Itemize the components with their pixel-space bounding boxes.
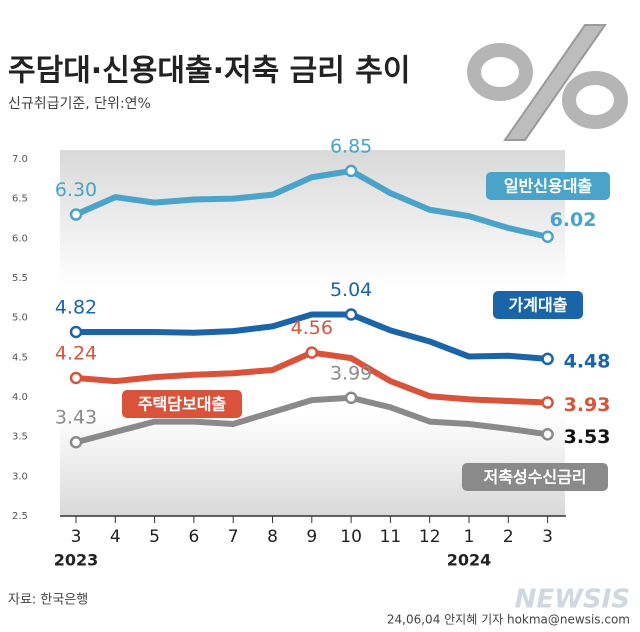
- point: [541, 396, 554, 409]
- legend-label: 가계대출: [509, 296, 568, 315]
- y-tick-label: 4.5: [12, 352, 28, 363]
- source: 자료: 한국은행: [8, 592, 88, 608]
- y-tick-label: 6.5: [12, 194, 28, 205]
- y-tick-label: 2.5: [12, 511, 28, 522]
- y-tick-label: 3.5: [12, 432, 28, 443]
- x-tick-label: 11: [380, 527, 402, 547]
- point: [344, 391, 358, 405]
- value-label: 4.82: [55, 296, 97, 318]
- value-label: 3.53: [564, 426, 611, 448]
- point: [305, 346, 319, 359]
- year-label: 2024: [447, 551, 492, 570]
- x-tick-label: 8: [267, 527, 278, 547]
- value-label: 6.30: [55, 179, 97, 201]
- x-tick-label: 7: [228, 527, 239, 547]
- series-label-box: [493, 291, 583, 319]
- subtitle: 신규취급기준, 단위:연%: [8, 96, 151, 112]
- series-label-box: [462, 463, 608, 491]
- point: [541, 428, 554, 441]
- value-label: 3.93: [564, 394, 611, 416]
- x-tick-label: 2: [503, 527, 514, 547]
- legend-label: 일반신용대출: [504, 177, 593, 196]
- x-tick-label: 12: [419, 527, 441, 547]
- series-line: [76, 311, 548, 362]
- x-tick-label: 10: [340, 527, 362, 547]
- y-tick-label: 7.0: [12, 154, 28, 165]
- point: [69, 208, 83, 221]
- value-label: 4.24: [55, 342, 97, 364]
- logo: NEWSIS: [515, 585, 630, 615]
- x-tick-label: 5: [149, 527, 160, 547]
- value-label: 6.02: [550, 209, 597, 231]
- point: [344, 308, 358, 321]
- series-line: [74, 167, 549, 240]
- x-tick-label: 3: [542, 527, 553, 547]
- y-tick-label: 4.0: [12, 392, 28, 403]
- point: [69, 371, 83, 385]
- series-label-box: [122, 390, 242, 418]
- value-label: 3.43: [55, 407, 97, 429]
- value-label: 4.56: [291, 317, 333, 339]
- point: [69, 435, 83, 449]
- title: 주담대·신용대출·저축 금리 추이: [8, 54, 410, 89]
- y-tick-label: 5.0: [12, 313, 28, 324]
- y-tick-label: 5.5: [12, 273, 28, 284]
- point: [69, 325, 83, 339]
- x-tick-label: 6: [188, 527, 199, 547]
- point: [541, 230, 554, 243]
- x-tick-label: 3: [71, 527, 82, 547]
- value-label: 3.99: [330, 362, 372, 384]
- y-tick-label: 6.0: [12, 233, 28, 244]
- value-label: 6.85: [330, 135, 372, 157]
- value-label: 5.04: [330, 279, 372, 301]
- point: [541, 352, 554, 366]
- y-tick-label: 3.0: [12, 471, 28, 482]
- series-line: [75, 394, 549, 446]
- point: [344, 164, 358, 178]
- byline: 24,06,04 안지혜 기자 hokma@newsis.com: [387, 613, 630, 627]
- x-tick-label: 4: [110, 527, 121, 547]
- x-tick-label: 1: [464, 527, 475, 547]
- legend-label: 주택담보대출: [138, 395, 227, 414]
- legend-label: 저축성수신금리: [483, 468, 586, 487]
- series-label-box: [486, 172, 610, 200]
- value-label: 4.48: [564, 350, 611, 372]
- x-tick-label: 9: [306, 527, 317, 547]
- year-label: 2023: [54, 551, 99, 570]
- percent-icon: [467, 24, 628, 141]
